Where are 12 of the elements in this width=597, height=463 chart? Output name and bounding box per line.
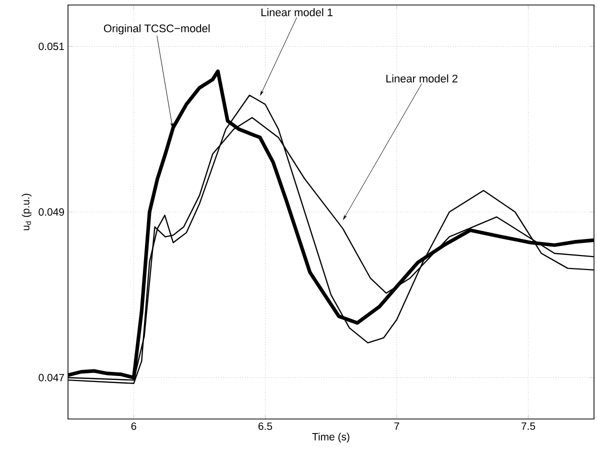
x-tick-label: 6 — [131, 422, 136, 430]
x-tick-label: 6.5 — [258, 422, 272, 430]
annotation: Original TCSC−model — [104, 24, 210, 34]
y-tick-label: 0.049 — [38, 208, 64, 216]
annotation: Linear model 2 — [386, 74, 458, 82]
y-tick-label: 0.047 — [38, 374, 64, 382]
y-tick-label: 0.051 — [38, 42, 64, 50]
x-tick-label: 7.5 — [522, 422, 536, 430]
x-axis-title: Time (s) — [312, 432, 350, 443]
x-tick-label: 7 — [394, 422, 400, 430]
annotation: Linear model 1 — [261, 8, 333, 16]
y-axis-title: u$_{d}$ (p.u.) — [22, 194, 32, 230]
